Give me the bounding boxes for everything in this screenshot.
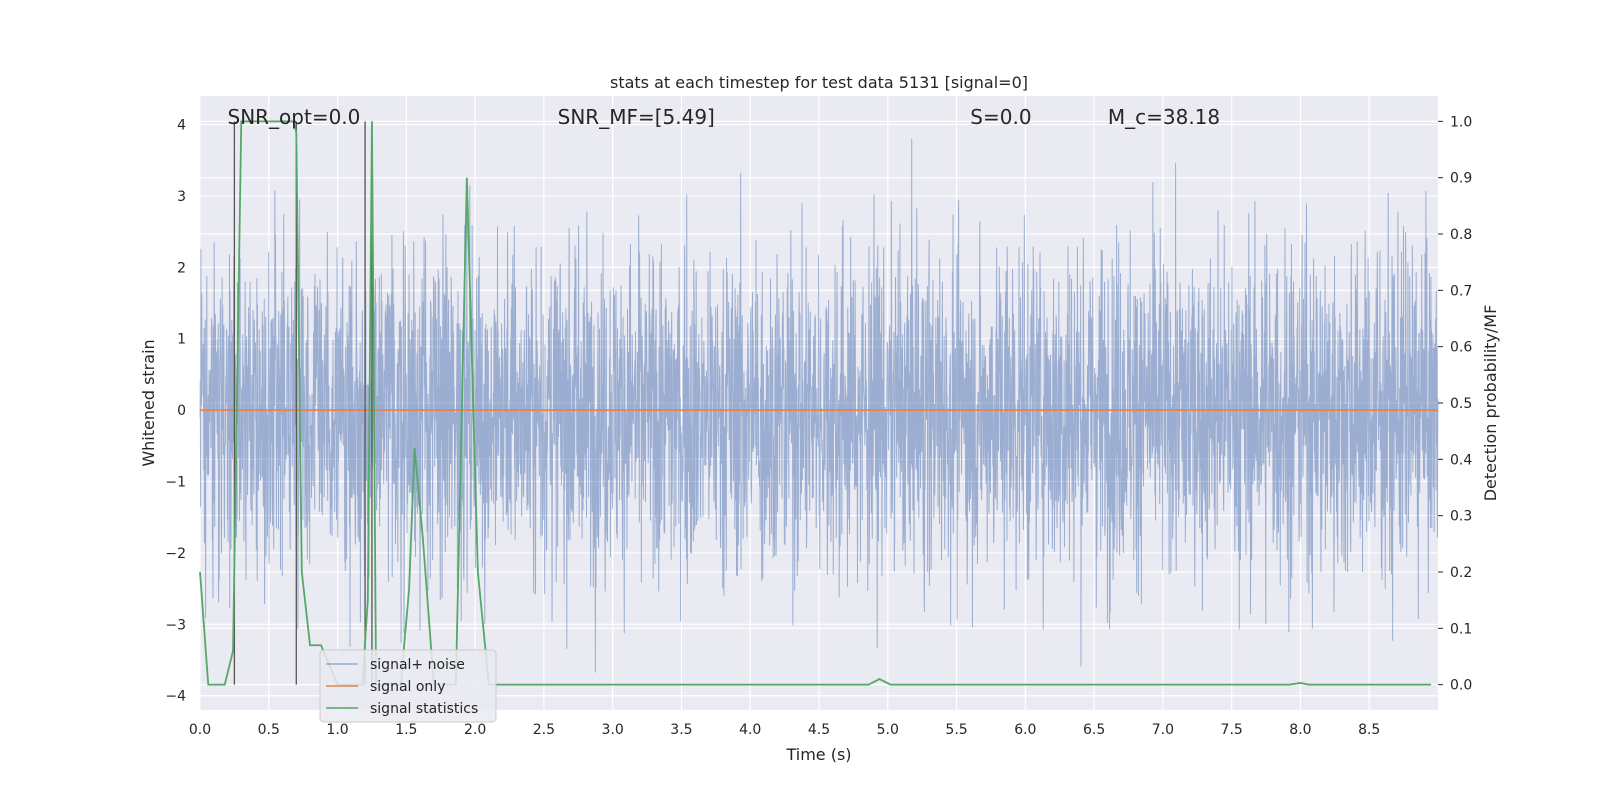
x-tick-label-2: 1.0 bbox=[326, 722, 348, 738]
y2-tick-label-5: 0.5 bbox=[1450, 396, 1472, 412]
x-tick-label-7: 3.5 bbox=[670, 722, 692, 738]
x-tick-label-11: 5.5 bbox=[945, 722, 967, 738]
y2-tick-label-3: 0.3 bbox=[1450, 509, 1472, 525]
y2-tick-label-1: 0.1 bbox=[1450, 621, 1472, 637]
y2-axis-label: Detection probability/MF bbox=[1481, 305, 1500, 502]
x-tick-label-4: 2.0 bbox=[464, 722, 486, 738]
y-tick-label-3: −1 bbox=[165, 475, 186, 491]
annotation-3: M_c=38.18 bbox=[1108, 105, 1220, 129]
statistics-line bbox=[199, 120, 1432, 686]
y-tick-label-1: −3 bbox=[165, 617, 186, 633]
x-axis-label: Time (s) bbox=[785, 745, 851, 764]
x-tick-label-5: 2.5 bbox=[533, 722, 555, 738]
series-signal-plus-noise bbox=[199, 138, 1439, 673]
x-tick-label-3: 1.5 bbox=[395, 722, 417, 738]
y-tick-labels: −4 −3 −2 −1 0 1 2 3 4 bbox=[165, 118, 186, 705]
y2-tick-label-0: 0.0 bbox=[1450, 678, 1472, 694]
x-tick-label-16: 8.0 bbox=[1289, 722, 1311, 738]
x-tick-label-10: 5.0 bbox=[877, 722, 899, 738]
noise-line bbox=[199, 138, 1439, 673]
chart-title: stats at each timestep for test data 513… bbox=[610, 73, 1028, 92]
x-tick-label-12: 6.0 bbox=[1014, 722, 1036, 738]
y-tick-label-8: 4 bbox=[177, 118, 186, 134]
annotation-0: SNR_opt=0.0 bbox=[228, 105, 361, 129]
y2-tick-labels: 0.0 0.1 0.2 0.3 0.4 0.5 0.6 0.7 0.8 0.9 1.0 bbox=[1438, 114, 1472, 694]
y2-tick-label-10: 1.0 bbox=[1450, 114, 1472, 130]
annotations: SNR_opt=0.0 SNR_MF=[5.49] S=0.0 M_c=38.18 bbox=[228, 105, 1221, 129]
y-tick-label-5: 1 bbox=[177, 332, 186, 348]
x-tick-label-17: 8.5 bbox=[1358, 722, 1380, 738]
y-tick-label-2: −2 bbox=[165, 546, 186, 562]
y2-tick-label-4: 0.4 bbox=[1450, 452, 1472, 468]
series-signal-statistics bbox=[199, 120, 1432, 686]
annotation-2: S=0.0 bbox=[970, 105, 1031, 129]
y2-tick-label-7: 0.7 bbox=[1450, 283, 1472, 299]
x-tick-label-1: 0.5 bbox=[258, 722, 280, 738]
legend-label-signal-plus-noise: signal+ noise bbox=[370, 657, 465, 673]
y2-tick-label-6: 0.6 bbox=[1450, 340, 1472, 356]
y2-tick-label-9: 0.9 bbox=[1450, 171, 1472, 187]
x-tick-label-13: 6.5 bbox=[1083, 722, 1105, 738]
x-tick-label-0: 0.0 bbox=[189, 722, 211, 738]
annotation-1: SNR_MF=[5.49] bbox=[558, 105, 715, 129]
x-tick-label-8: 4.0 bbox=[739, 722, 761, 738]
legend-label-signal-only: signal only bbox=[370, 679, 445, 695]
x-tick-label-9: 4.5 bbox=[808, 722, 830, 738]
legend-box bbox=[319, 649, 497, 723]
y-tick-label-4: 0 bbox=[177, 403, 186, 419]
y-axis-label: Whitened strain bbox=[139, 339, 158, 466]
y-tick-label-7: 3 bbox=[177, 189, 186, 205]
x-tick-label-15: 7.5 bbox=[1221, 722, 1243, 738]
legend: signal+ noise signal only signal statist… bbox=[319, 649, 497, 723]
x-tick-label-14: 7.0 bbox=[1152, 722, 1174, 738]
legend-label-signal-statistics: signal statistics bbox=[370, 701, 478, 717]
y-tick-label-0: −4 bbox=[165, 689, 186, 705]
y2-tick-label-8: 0.8 bbox=[1450, 227, 1472, 243]
y2-tick-label-2: 0.2 bbox=[1450, 565, 1472, 581]
x-tick-labels: 0.0 0.5 1.0 1.5 2.0 2.5 3.0 3.5 4.0 4.5 5.0 5.5 6.0 6… bbox=[189, 722, 1380, 738]
y-tick-label-6: 2 bbox=[177, 260, 186, 276]
x-tick-label-6: 3.0 bbox=[602, 722, 624, 738]
